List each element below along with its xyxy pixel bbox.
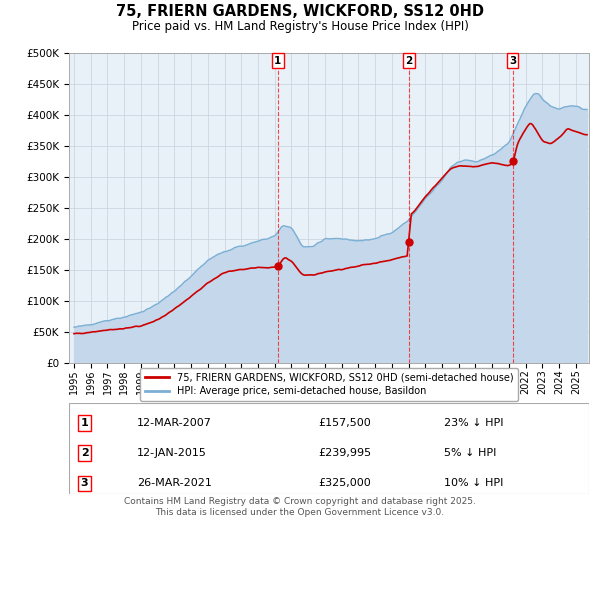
Text: Contains HM Land Registry data © Crown copyright and database right 2025.
This d: Contains HM Land Registry data © Crown c… <box>124 497 476 517</box>
Text: 75, FRIERN GARDENS, WICKFORD, SS12 0HD: 75, FRIERN GARDENS, WICKFORD, SS12 0HD <box>116 4 484 19</box>
Text: 23% ↓ HPI: 23% ↓ HPI <box>443 418 503 428</box>
Text: 3: 3 <box>509 55 517 65</box>
Text: 5% ↓ HPI: 5% ↓ HPI <box>443 448 496 458</box>
Text: 1: 1 <box>81 418 88 428</box>
Text: 12-JAN-2015: 12-JAN-2015 <box>137 448 206 458</box>
Text: 10% ↓ HPI: 10% ↓ HPI <box>443 478 503 489</box>
Text: 2: 2 <box>406 55 413 65</box>
Text: 2: 2 <box>81 448 88 458</box>
Text: 3: 3 <box>81 478 88 489</box>
Text: 1: 1 <box>274 55 281 65</box>
Text: £325,000: £325,000 <box>319 478 371 489</box>
Legend: 75, FRIERN GARDENS, WICKFORD, SS12 0HD (semi-detached house), HPI: Average price: 75, FRIERN GARDENS, WICKFORD, SS12 0HD (… <box>140 368 518 401</box>
Text: £239,995: £239,995 <box>319 448 372 458</box>
Text: 12-MAR-2007: 12-MAR-2007 <box>137 418 212 428</box>
Text: £157,500: £157,500 <box>319 418 371 428</box>
FancyBboxPatch shape <box>69 403 589 494</box>
Text: Price paid vs. HM Land Registry's House Price Index (HPI): Price paid vs. HM Land Registry's House … <box>131 20 469 33</box>
Text: 26-MAR-2021: 26-MAR-2021 <box>137 478 212 489</box>
